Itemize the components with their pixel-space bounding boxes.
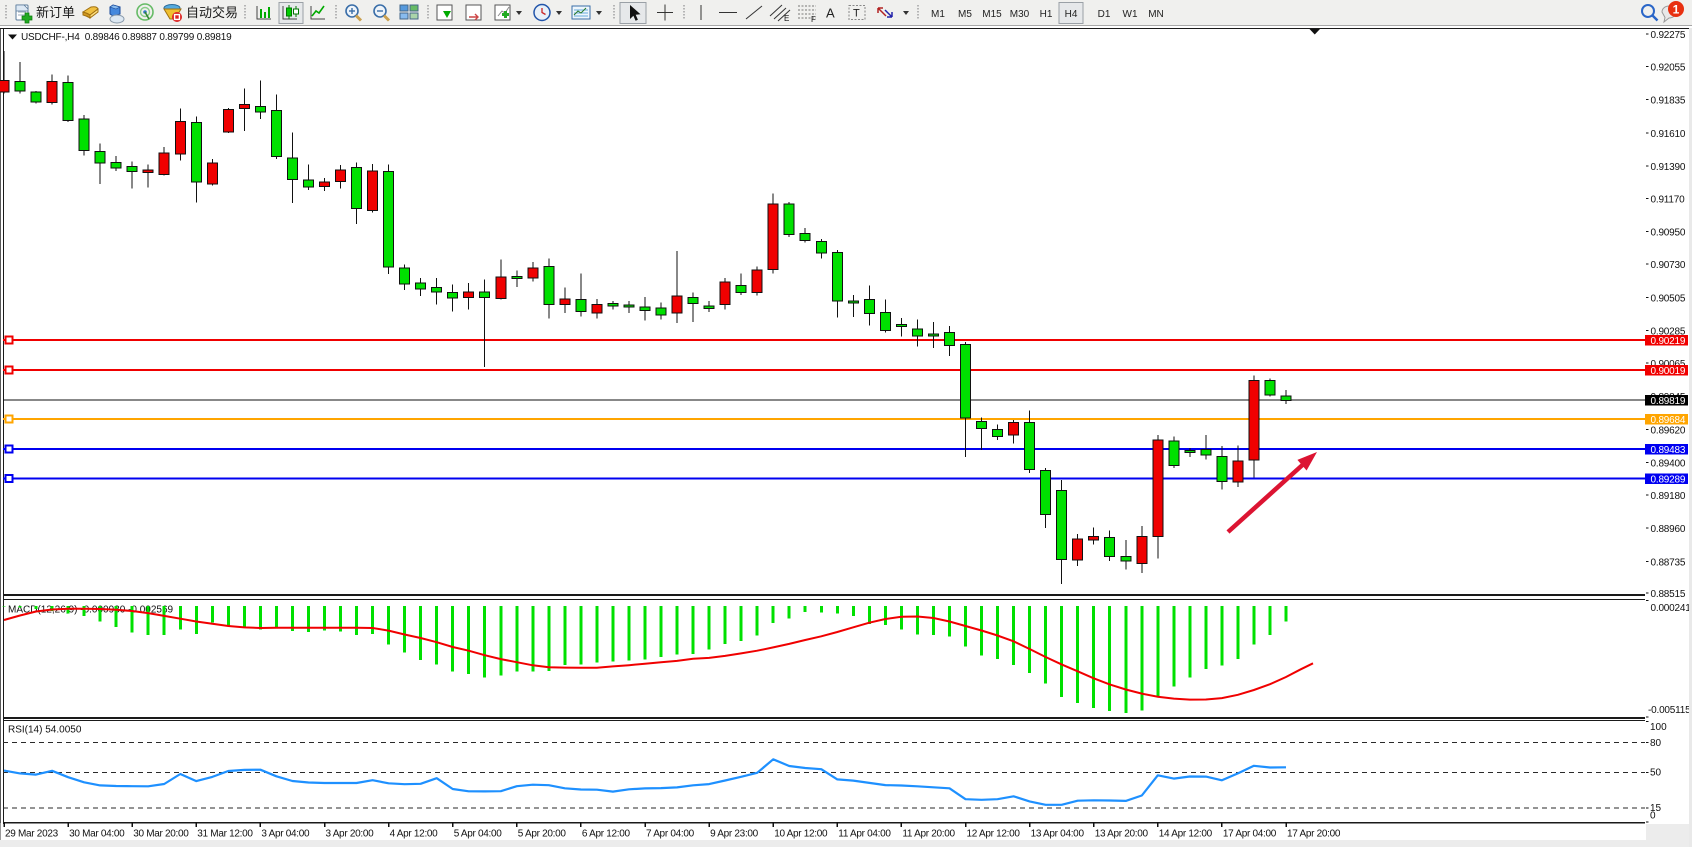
svg-text:7 Apr 04:00: 7 Apr 04:00 [646, 829, 695, 840]
svg-text:M1: M1 [931, 9, 945, 20]
svg-text:80: 80 [1650, 738, 1662, 749]
svg-text:H1: H1 [1040, 9, 1053, 20]
svg-text:13 Apr 04:00: 13 Apr 04:00 [1031, 829, 1085, 840]
svg-text:29 Mar 2023: 29 Mar 2023 [5, 829, 59, 840]
svg-text:自动交易: 自动交易 [186, 5, 238, 20]
svg-text:0.89819: 0.89819 [1651, 396, 1686, 407]
svg-text:-0.005115: -0.005115 [1648, 705, 1691, 716]
svg-text:0.90019: 0.90019 [1651, 366, 1686, 377]
svg-text:0.89289: 0.89289 [1651, 474, 1686, 485]
svg-text:0.92275: 0.92275 [1651, 30, 1686, 41]
svg-text:100: 100 [1650, 722, 1667, 733]
svg-text:15: 15 [1650, 803, 1662, 814]
svg-text:0.89684: 0.89684 [1651, 415, 1686, 426]
svg-text:0: 0 [1650, 811, 1656, 822]
svg-text:M5: M5 [958, 9, 972, 20]
svg-text:11 Apr 04:00: 11 Apr 04:00 [838, 829, 891, 840]
svg-text:31 Mar 12:00: 31 Mar 12:00 [197, 829, 253, 840]
svg-text:0.90950: 0.90950 [1651, 227, 1686, 238]
svg-text:0.89620: 0.89620 [1651, 426, 1686, 437]
svg-text:13 Apr 20:00: 13 Apr 20:00 [1095, 829, 1149, 840]
svg-text:E: E [784, 14, 789, 23]
svg-text:0.91390: 0.91390 [1651, 162, 1686, 173]
svg-text:D1: D1 [1098, 9, 1111, 20]
svg-text:3 Apr 20:00: 3 Apr 20:00 [326, 829, 375, 840]
svg-text:30 Mar 20:00: 30 Mar 20:00 [133, 829, 189, 840]
svg-text:MN: MN [1148, 9, 1164, 20]
svg-text:1: 1 [1673, 3, 1680, 17]
svg-text:5 Apr 20:00: 5 Apr 20:00 [518, 829, 567, 840]
svg-text:T: T [853, 8, 860, 20]
svg-text:新订单: 新订单 [36, 5, 75, 20]
svg-text:MACD(12,26,9) -0.000930 -0.002: MACD(12,26,9) -0.000930 -0.002569 [8, 605, 174, 616]
svg-text:11 Apr 20:00: 11 Apr 20:00 [902, 829, 955, 840]
svg-text:F: F [811, 15, 816, 24]
svg-text:4 Apr 12:00: 4 Apr 12:00 [390, 829, 439, 840]
svg-text:0.000241: 0.000241 [1651, 603, 1692, 614]
svg-text:M30: M30 [1010, 9, 1030, 20]
svg-text:17 Apr 04:00: 17 Apr 04:00 [1223, 829, 1277, 840]
svg-text:14 Apr 12:00: 14 Apr 12:00 [1159, 829, 1213, 840]
svg-text:0.89400: 0.89400 [1651, 458, 1686, 469]
svg-text:12 Apr 12:00: 12 Apr 12:00 [967, 829, 1021, 840]
svg-text:17 Apr 20:00: 17 Apr 20:00 [1287, 829, 1341, 840]
svg-text:W1: W1 [1123, 9, 1138, 20]
svg-text:0.88960: 0.88960 [1651, 524, 1686, 535]
svg-text:H4: H4 [1065, 9, 1078, 20]
svg-text:30 Mar 04:00: 30 Mar 04:00 [69, 829, 125, 840]
svg-text:RSI(14) 54.0050: RSI(14) 54.0050 [8, 725, 82, 736]
svg-text:0.90219: 0.90219 [1651, 336, 1686, 347]
svg-text:5 Apr 04:00: 5 Apr 04:00 [454, 829, 503, 840]
svg-text:0.91610: 0.91610 [1651, 129, 1686, 140]
svg-text:0.90730: 0.90730 [1651, 260, 1686, 271]
svg-text:0.88735: 0.88735 [1651, 557, 1686, 568]
svg-text:0.90505: 0.90505 [1651, 294, 1686, 305]
svg-text:0.91835: 0.91835 [1651, 96, 1686, 107]
svg-text:0.90285: 0.90285 [1651, 326, 1686, 337]
svg-text:0.89180: 0.89180 [1651, 491, 1686, 502]
svg-text:6 Apr 12:00: 6 Apr 12:00 [582, 829, 631, 840]
svg-text:0.92055: 0.92055 [1651, 63, 1686, 74]
svg-text:0.90065: 0.90065 [1651, 359, 1686, 370]
svg-text:0.89483: 0.89483 [1651, 445, 1686, 456]
svg-text:9 Apr 23:00: 9 Apr 23:00 [710, 829, 759, 840]
svg-text:0.88515: 0.88515 [1651, 589, 1686, 600]
svg-text:3 Apr 04:00: 3 Apr 04:00 [261, 829, 310, 840]
svg-text:A: A [826, 6, 835, 21]
svg-text:50: 50 [1650, 768, 1662, 779]
svg-text:M15: M15 [982, 9, 1002, 20]
svg-text:0.91170: 0.91170 [1651, 195, 1686, 206]
svg-text:10 Apr 12:00: 10 Apr 12:00 [774, 829, 828, 840]
svg-text:USDCHF-,H4 0.89846 0.89887 0.: USDCHF-,H4 0.89846 0.89887 0.89799 0.898… [21, 32, 232, 43]
